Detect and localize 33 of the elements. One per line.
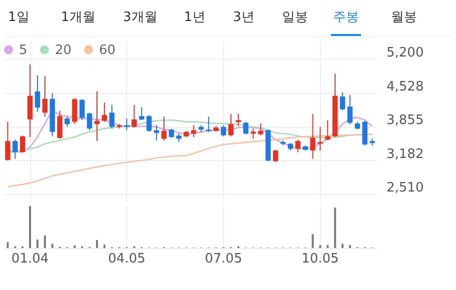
bar	[334, 208, 336, 248]
bar	[319, 245, 322, 248]
text: 1일	[8, 9, 30, 26]
text: 월봉	[391, 9, 417, 26]
bar	[348, 245, 351, 248]
x-tick-label: 04.05	[108, 252, 146, 266]
text: 일봉	[282, 9, 308, 26]
bar	[6, 242, 9, 248]
x-tick-label: 01.04	[11, 252, 49, 266]
bar	[312, 234, 314, 248]
bar	[36, 240, 38, 248]
bar	[326, 245, 329, 248]
legend-label: 20	[55, 42, 72, 58]
bar	[342, 244, 344, 248]
y-tick-label: 5,200	[386, 46, 424, 61]
bar	[44, 235, 46, 248]
y-tick-label: 2,510	[386, 180, 424, 196]
x-tick-label: 07.05	[204, 252, 242, 266]
bar	[51, 244, 54, 248]
y-tick-label: 4,528	[386, 79, 424, 94]
bar	[96, 240, 98, 248]
text: 주봉	[333, 9, 359, 26]
text: 1개월	[61, 9, 96, 26]
text: 3년	[233, 9, 254, 26]
y-tick-label: 3,182	[386, 146, 424, 162]
y-tick-label: 3,855	[386, 113, 424, 128]
bar	[103, 244, 106, 248]
text: 1년	[184, 9, 206, 26]
legend-label: 5	[19, 42, 28, 58]
text: 3개월	[123, 9, 158, 26]
legend-label: 60	[99, 42, 116, 58]
bar	[74, 245, 76, 248]
x-tick-label: 10.05	[302, 252, 339, 266]
